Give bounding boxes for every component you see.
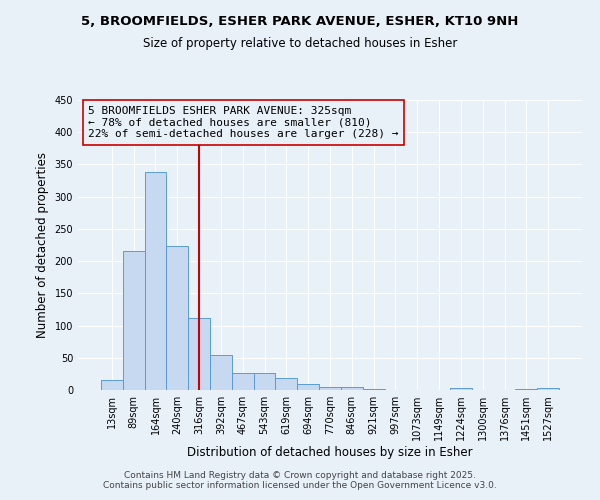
Bar (188, 318, 210, 390)
Text: Size of property relative to detached houses in Esher: Size of property relative to detached ho… (143, 38, 457, 51)
Bar (254, 373, 275, 390)
Bar (341, 388, 363, 390)
Bar (145, 172, 166, 390)
Text: 5, BROOMFIELDS, ESHER PARK AVENUE, ESHER, KT10 9NH: 5, BROOMFIELDS, ESHER PARK AVENUE, ESHER… (82, 15, 518, 28)
Text: Contains HM Land Registry data © Crown copyright and database right 2025.
Contai: Contains HM Land Registry data © Crown c… (103, 470, 497, 490)
Bar (210, 355, 232, 390)
Bar (123, 251, 145, 390)
X-axis label: Distribution of detached houses by size in Esher: Distribution of detached houses by size … (187, 446, 473, 459)
Text: 5 BROOMFIELDS ESHER PARK AVENUE: 325sqm
← 78% of detached houses are smaller (81: 5 BROOMFIELDS ESHER PARK AVENUE: 325sqm … (88, 106, 398, 139)
Bar (232, 372, 254, 390)
Bar (319, 387, 341, 390)
Bar (297, 384, 319, 390)
Bar (275, 378, 297, 390)
Bar (537, 388, 559, 390)
Bar (101, 380, 123, 390)
Y-axis label: Number of detached properties: Number of detached properties (36, 152, 49, 338)
Bar (166, 246, 188, 390)
Bar (515, 388, 537, 390)
Bar (450, 388, 472, 390)
